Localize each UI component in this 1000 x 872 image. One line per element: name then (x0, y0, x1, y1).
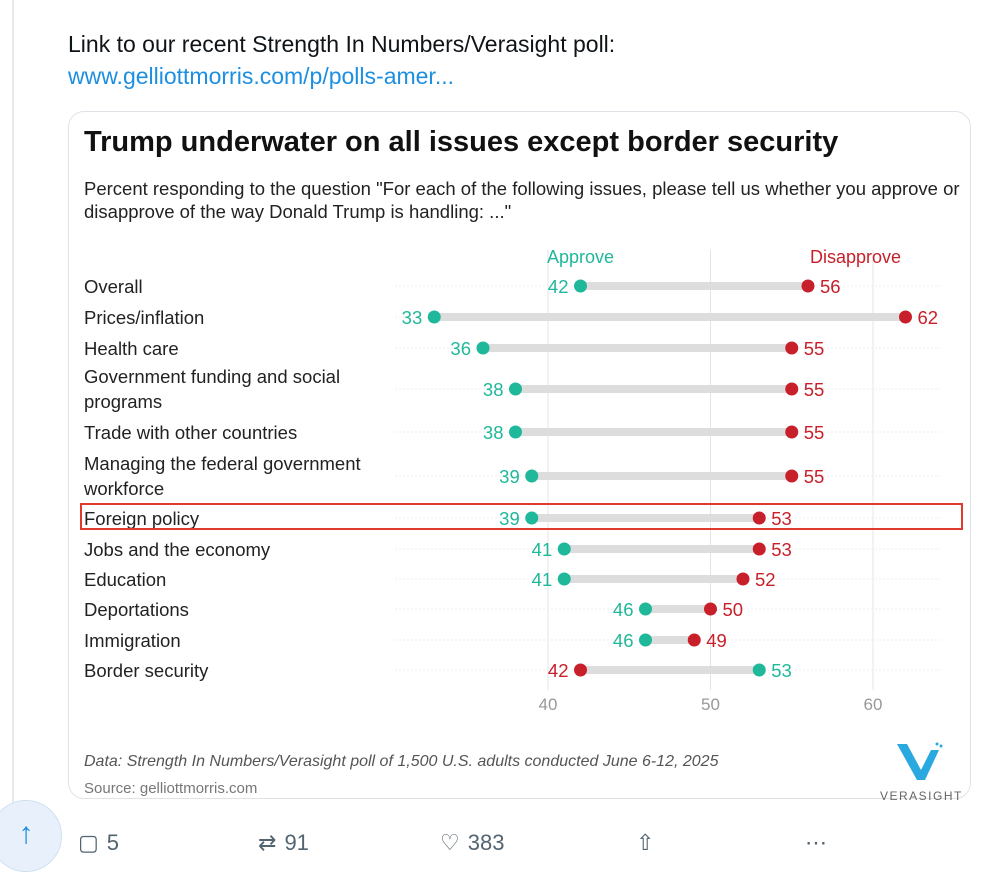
disapprove-value-label: 42 (548, 660, 569, 681)
heart-icon: ♡ (440, 830, 460, 855)
category-label: Foreign policy (84, 508, 200, 529)
disapprove-value-label: 49 (706, 630, 727, 651)
disapprove-value-label: 56 (820, 276, 841, 297)
repost-count: 91 (284, 830, 309, 855)
approve-value-label: 33 (402, 307, 423, 328)
logo-text: VERASIGHT (880, 789, 963, 803)
category-label: Prices/inflation (84, 307, 204, 328)
disapprove-dot (785, 341, 799, 355)
approve-dot (509, 425, 522, 439)
approve-value-label: 41 (532, 539, 553, 560)
disapprove-value-label: 55 (804, 338, 825, 359)
disapprove-dot (899, 310, 912, 324)
highlight-box (80, 503, 963, 530)
approve-dot (427, 310, 441, 324)
disapprove-value-label: 52 (755, 569, 776, 590)
legend-disapprove: Disapprove (810, 247, 901, 267)
share-icon: ⇧ (636, 830, 655, 855)
category-label: Deportations (84, 599, 189, 620)
chart-title: Trump underwater on all issues except bo… (84, 126, 839, 158)
disapprove-dot (785, 425, 799, 439)
disapprove-value-label: 53 (771, 508, 792, 529)
verasight-logo: VERASIGHT (880, 740, 963, 803)
more-icon: ⋯ (805, 830, 827, 855)
approve-dot (752, 663, 766, 677)
approve-dot (509, 382, 522, 396)
category-label: Immigration (84, 630, 181, 651)
verasight-logo-icon (897, 742, 943, 780)
approve-value-label: 38 (483, 422, 504, 443)
disapprove-dot (752, 542, 766, 556)
reply-count: 5 (106, 830, 120, 855)
reply-button[interactable]: ▢ 5 (78, 830, 119, 856)
approve-dot (557, 542, 571, 556)
x-tick-label: 60 (864, 695, 883, 714)
category-label: Managing the federal government (84, 453, 361, 474)
approve-value-label: 46 (613, 599, 634, 620)
approve-dot (639, 633, 652, 647)
intro-text: Link to our recent Strength In Numbers/V… (68, 31, 616, 57)
x-tick-label: 40 (539, 695, 558, 714)
approve-dot (525, 469, 539, 483)
approve-value-label: 39 (499, 466, 520, 487)
thread-line (12, 0, 14, 850)
disapprove-value-label: 55 (804, 379, 825, 400)
chart-subtitle: Percent responding to the question "For … (84, 178, 960, 222)
approve-value-label: 38 (483, 379, 504, 400)
category-label: Jobs and the economy (84, 539, 271, 560)
disapprove-value-label: 50 (723, 599, 744, 620)
disapprove-value-label: 55 (804, 466, 825, 487)
category-label: Overall (84, 276, 143, 297)
approve-dot (639, 602, 652, 616)
repost-icon: ⇄ (258, 830, 277, 855)
share-button[interactable]: ⇧ (636, 830, 654, 856)
disapprove-dot (785, 382, 799, 396)
disapprove-value-label: 53 (771, 539, 792, 560)
approve-value-label: 36 (450, 338, 471, 359)
disapprove-dot (785, 469, 799, 483)
more-button[interactable]: ⋯ (805, 830, 827, 856)
category-label: Health care (84, 338, 179, 359)
approve-value-label: 42 (548, 276, 569, 297)
reply-icon: ▢ (78, 830, 99, 855)
approve-dot (476, 341, 490, 355)
disapprove-dot (752, 511, 766, 525)
like-button[interactable]: ♡ 383 (440, 830, 504, 856)
disapprove-dot (687, 633, 701, 647)
like-count: 383 (467, 830, 505, 855)
category-label: Government funding and social (84, 366, 340, 387)
approve-dot (574, 279, 587, 293)
approve-dot (525, 511, 539, 525)
category-label: programs (84, 391, 162, 412)
chart-card[interactable] (68, 111, 971, 799)
legend-approve: Approve (547, 247, 614, 267)
category-label: Education (84, 569, 166, 590)
chart-source: Source: gelliottmorris.com (84, 780, 258, 797)
approve-dot (557, 572, 571, 586)
dumbbell-chart: 40 50 60 Approve Disapprove Overall 42 56 Prices… (83, 247, 940, 714)
approve-value-label: 53 (771, 660, 792, 681)
disapprove-value-label: 55 (804, 422, 825, 443)
chart-footnote: Data: Strength In Numbers/Verasight poll… (84, 753, 719, 770)
disapprove-dot (574, 663, 587, 677)
disapprove-dot (736, 572, 750, 586)
category-label: Border security (84, 660, 209, 681)
category-label: Trade with other countries (84, 422, 297, 443)
approve-value-label: 46 (613, 630, 634, 651)
category-label: workforce (83, 478, 164, 499)
x-tick-label: 50 (701, 695, 720, 714)
approve-value-label: 41 (532, 569, 553, 590)
repost-button[interactable]: ⇄ 91 (258, 830, 309, 856)
disapprove-dot (801, 279, 815, 293)
approve-value-label: 39 (499, 508, 520, 529)
disapprove-value-label: 62 (918, 307, 939, 328)
poll-link[interactable]: www.gelliottmorris.com/p/polls-amer... (68, 63, 454, 89)
disapprove-dot (704, 602, 717, 616)
tweet-text: Link to our recent Strength In Numbers/V… (68, 28, 615, 92)
